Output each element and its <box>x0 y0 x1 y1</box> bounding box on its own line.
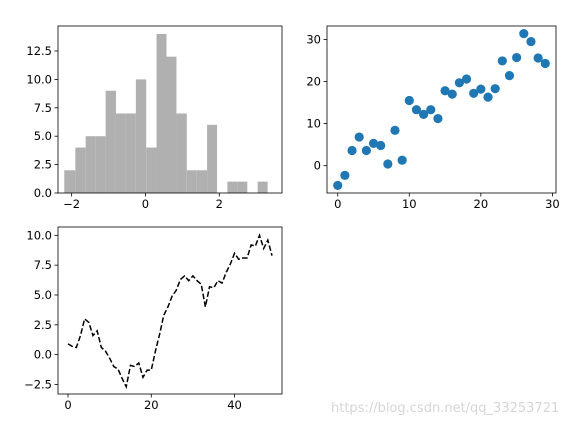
histogram-y-tick-label: 2.5 <box>34 158 52 172</box>
line-series <box>67 233 273 390</box>
scatter-point <box>426 105 436 115</box>
scatter-y-ticks: 0 10 20 30 <box>306 32 327 173</box>
scatter-point <box>483 92 493 102</box>
line-axes-frame <box>57 226 283 395</box>
scatter-point <box>504 71 515 81</box>
histogram-bar <box>257 181 268 193</box>
scatter-point <box>454 78 464 88</box>
scatter-point <box>526 36 536 47</box>
scatter-y-tick-label: 0 <box>314 159 321 173</box>
scatter-point <box>533 53 543 63</box>
histogram-y-tick-label: 7.5 <box>34 101 52 115</box>
line-x-ticks: 0 20 40 <box>64 394 242 412</box>
histogram-axes-frame <box>57 25 283 194</box>
scatter-point <box>461 74 472 84</box>
histogram-y-ticks: 0.0 2.5 5.0 7.5 10.0 12.5 <box>26 44 58 200</box>
line-x-tick-label: 0 <box>64 398 71 412</box>
histogram-bars <box>64 33 268 194</box>
histogram-bar <box>95 136 106 193</box>
scatter-point <box>540 58 550 69</box>
scatter-point <box>361 145 371 156</box>
histogram-panel: −2 0 2 0.0 2.5 5.0 7.5 10.0 12.5 <box>26 25 283 211</box>
histogram-bar <box>75 147 86 193</box>
scatter-point <box>390 125 400 135</box>
line-y-tick-label: 2.5 <box>34 318 52 332</box>
histogram-x-tick-label: 2 <box>216 197 223 211</box>
histogram-bar <box>156 33 167 194</box>
histogram-bar <box>237 181 248 193</box>
scatter-point <box>440 86 450 96</box>
scatter-point <box>383 159 393 169</box>
scatter-point <box>347 145 357 156</box>
scatter-point <box>433 113 443 124</box>
line-panel: 0 20 40 −2.5 0.0 2.5 5.0 7.5 10.0 <box>24 226 283 412</box>
histogram-bar <box>125 113 136 193</box>
scatter-y-tick-label: 20 <box>306 75 321 89</box>
histogram-bar <box>135 79 147 193</box>
scatter-point <box>397 155 407 165</box>
histogram-bar <box>196 170 208 193</box>
line-y-tick-label: 5.0 <box>34 288 52 302</box>
histogram-y-tick-label: 5.0 <box>34 129 52 143</box>
histogram-bar <box>176 113 187 193</box>
scatter-point <box>354 132 364 142</box>
scatter-point <box>368 138 379 148</box>
histogram-x-tick-label: −2 <box>63 197 80 211</box>
histogram-x-tick-label: 0 <box>142 197 149 211</box>
histogram-bar <box>146 147 157 193</box>
line-x-tick-label: 40 <box>227 398 242 412</box>
scatter-x-tick-label: 0 <box>334 197 341 211</box>
scatter-point <box>447 89 457 99</box>
scatter-y-tick-label: 30 <box>306 32 321 46</box>
histogram-bar <box>85 136 96 193</box>
histogram-bar <box>105 90 116 193</box>
line-y-tick-label: 0.0 <box>34 348 52 362</box>
scatter-point <box>497 56 507 66</box>
line-y-tick-label: −2.5 <box>24 377 52 391</box>
histogram-y-tick-label: 0.0 <box>34 186 52 200</box>
histogram-bar <box>227 181 238 193</box>
histogram-y-tick-label: 10.0 <box>26 72 52 86</box>
line-series-path <box>67 233 273 390</box>
scatter-point <box>411 105 422 115</box>
line-y-tick-label: 10.0 <box>26 228 52 242</box>
scatter-point <box>490 84 500 94</box>
scatter-point <box>519 28 529 39</box>
line-y-tick-label: 7.5 <box>34 258 52 272</box>
scatter-panel: 0 10 20 30 0 10 20 30 <box>306 25 560 211</box>
scatter-x-tick-label: 20 <box>474 197 489 211</box>
histogram-x-ticks: −2 0 2 <box>63 193 223 211</box>
histogram-y-tick-label: 12.5 <box>26 44 52 58</box>
scatter-axes-frame <box>326 25 557 194</box>
scatter-point <box>469 88 479 98</box>
scatter-x-ticks: 0 10 20 30 <box>334 193 560 211</box>
scatter-y-tick-label: 10 <box>306 117 321 131</box>
scatter-point <box>340 170 350 180</box>
scatter-point <box>404 95 414 106</box>
scatter-point <box>476 84 486 94</box>
histogram-bar <box>207 124 218 193</box>
scatter-x-tick-label: 30 <box>545 197 560 211</box>
scatter-point <box>419 109 429 119</box>
line-x-tick-label: 20 <box>144 398 159 412</box>
histogram-bar <box>64 170 76 193</box>
watermark-text: https://blog.csdn.net/qq_33253721 <box>331 401 560 416</box>
histogram-bar <box>186 170 197 193</box>
line-y-ticks: −2.5 0.0 2.5 5.0 7.5 10.0 <box>24 228 58 391</box>
scatter-point <box>512 52 522 63</box>
scatter-point <box>333 180 343 191</box>
scatter-point <box>376 140 386 151</box>
histogram-bar <box>166 56 177 194</box>
histogram-bar <box>115 113 126 193</box>
scatter-x-tick-label: 10 <box>402 197 417 211</box>
scatter-points <box>333 28 550 191</box>
